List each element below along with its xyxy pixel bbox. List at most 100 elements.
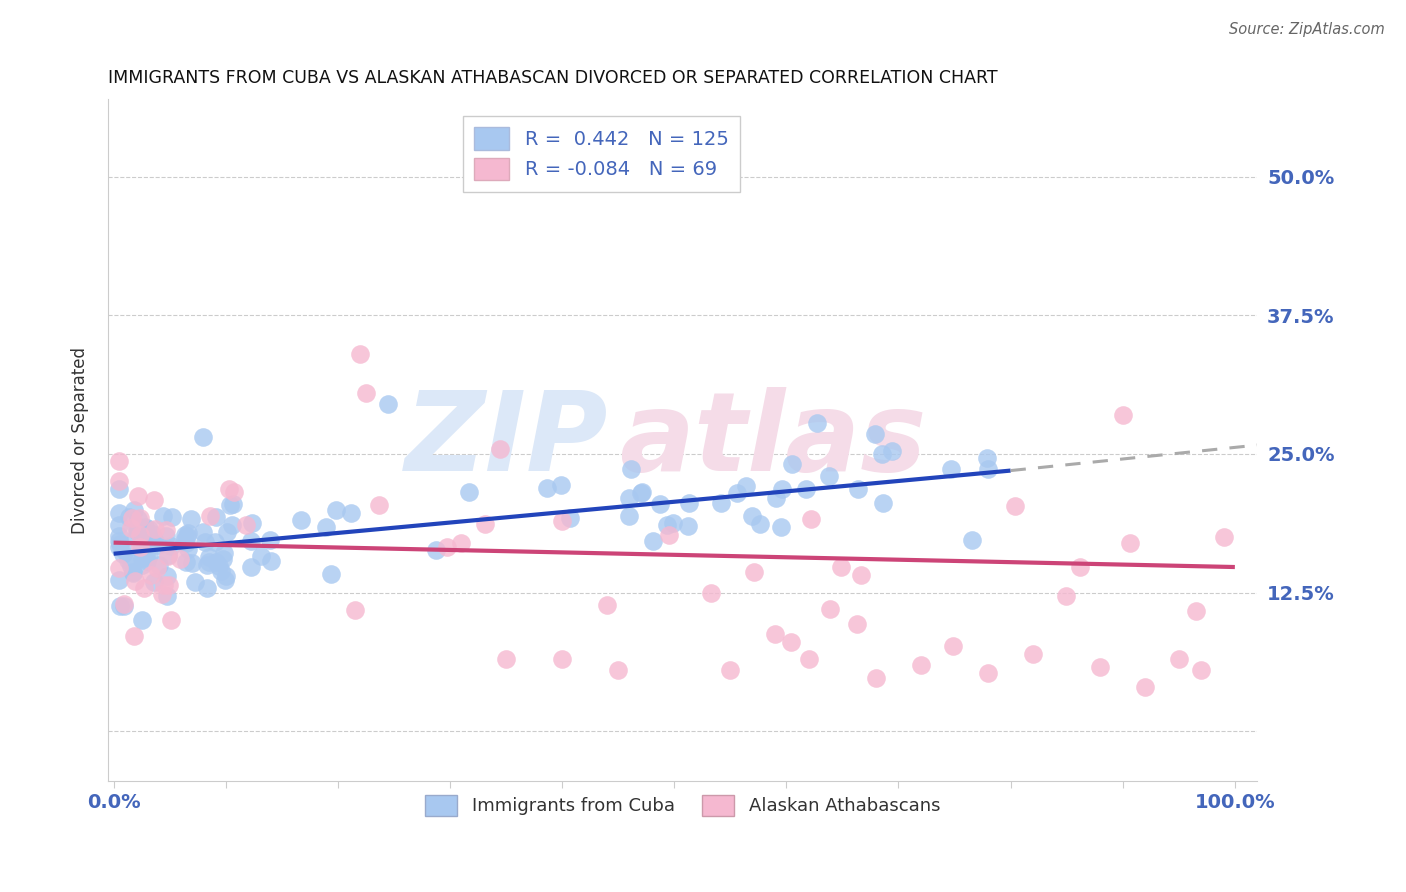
Point: [208, 558, 231, 573]
Point: [224, 485, 246, 500]
Point: [152, 587, 174, 601]
Point: [134, 581, 156, 595]
Point: [112, 599, 135, 614]
Point: [155, 528, 177, 542]
Point: [174, 555, 197, 569]
Point: [865, 671, 887, 685]
Point: [495, 652, 517, 666]
Point: [136, 554, 159, 568]
Point: [141, 527, 163, 541]
Text: ZIP: ZIP: [405, 386, 607, 493]
Point: [779, 635, 801, 649]
Point: [131, 558, 153, 573]
Point: [643, 534, 665, 549]
Point: [205, 510, 228, 524]
Point: [152, 577, 174, 591]
Text: atlas: atlas: [620, 386, 927, 493]
Point: [749, 517, 772, 532]
Point: [218, 482, 240, 496]
Point: [148, 538, 170, 552]
Point: [962, 533, 984, 548]
Point: [131, 613, 153, 627]
Point: [290, 513, 312, 527]
Point: [488, 442, 510, 456]
Point: [354, 386, 377, 401]
Point: [211, 552, 233, 566]
Point: [848, 482, 870, 496]
Point: [108, 506, 131, 520]
Point: [222, 497, 245, 511]
Point: [108, 534, 131, 549]
Point: [214, 569, 236, 583]
Point: [1212, 530, 1234, 544]
Point: [157, 548, 180, 562]
Point: [108, 454, 131, 468]
Point: [128, 520, 150, 534]
Point: [169, 552, 191, 566]
Point: [197, 550, 219, 565]
Point: [942, 640, 965, 654]
Point: [558, 511, 581, 525]
Point: [648, 497, 671, 511]
Point: [849, 567, 872, 582]
Point: [457, 485, 479, 500]
Point: [180, 512, 202, 526]
Point: [148, 558, 170, 572]
Point: [321, 566, 343, 581]
Point: [551, 652, 574, 666]
Point: [209, 564, 232, 578]
Point: [1069, 560, 1091, 574]
Point: [725, 486, 748, 500]
Point: [176, 529, 198, 543]
Point: [122, 629, 145, 643]
Point: [214, 573, 236, 587]
Point: [325, 502, 347, 516]
Point: [117, 553, 139, 567]
Point: [125, 529, 148, 543]
Point: [108, 540, 131, 554]
Text: IMMIGRANTS FROM CUBA VS ALASKAN ATHABASCAN DIVORCED OR SEPARATED CORRELATION CHA: IMMIGRANTS FROM CUBA VS ALASKAN ATHABASC…: [108, 69, 998, 87]
Point: [343, 603, 366, 617]
Text: Source: ZipAtlas.com: Source: ZipAtlas.com: [1229, 22, 1385, 37]
Point: [204, 535, 226, 549]
Point: [846, 617, 869, 632]
Point: [910, 657, 932, 672]
Point: [112, 597, 135, 611]
Point: [259, 533, 281, 547]
Point: [239, 534, 262, 549]
Point: [765, 491, 787, 505]
Point: [710, 496, 733, 510]
Point: [191, 525, 214, 540]
Point: [194, 535, 217, 549]
Point: [195, 581, 218, 595]
Point: [340, 506, 363, 520]
Point: [977, 462, 1000, 476]
Point: [619, 509, 641, 524]
Point: [620, 462, 643, 476]
Point: [127, 524, 149, 538]
Point: [218, 499, 240, 513]
Point: [128, 540, 150, 554]
Point: [118, 509, 141, 524]
Point: [977, 666, 1000, 681]
Point: [741, 509, 763, 524]
Point: [122, 502, 145, 516]
Point: [1119, 536, 1142, 550]
Point: [155, 523, 177, 537]
Point: [1189, 663, 1212, 677]
Point: [125, 521, 148, 535]
Point: [676, 518, 699, 533]
Point: [770, 482, 793, 496]
Point: [114, 544, 136, 558]
Point: [177, 525, 200, 540]
Point: [112, 547, 135, 561]
Point: [129, 528, 152, 542]
Point: [700, 586, 723, 600]
Point: [368, 498, 391, 512]
Point: [718, 663, 741, 677]
Point: [315, 520, 337, 534]
Point: [617, 491, 640, 506]
Point: [474, 516, 496, 531]
Point: [110, 599, 132, 613]
Point: [129, 543, 152, 558]
